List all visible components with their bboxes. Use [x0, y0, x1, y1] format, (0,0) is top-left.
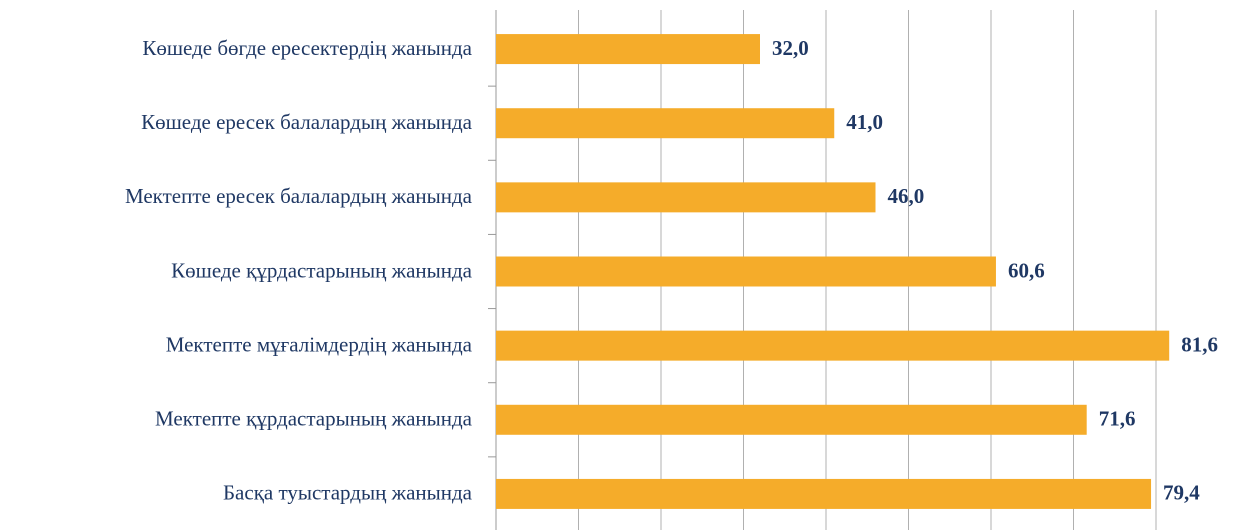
bar [496, 256, 996, 287]
bar [496, 330, 1170, 361]
category-label: Көшеде бөгде ересектердің жанында [142, 36, 472, 60]
category-label: Мектепте ересек балалардың жанында [125, 184, 473, 208]
category-label: Көшеде құрдастарының жанында [171, 258, 473, 282]
value-label: 41,0 [846, 110, 883, 134]
category-label: Мектепте мұғалімдердің жанында [166, 332, 473, 356]
value-label: 81,6 [1181, 332, 1218, 356]
bar [496, 34, 760, 65]
bar [496, 404, 1087, 435]
value-label: 71,6 [1099, 407, 1136, 431]
value-label: 32,0 [772, 36, 809, 60]
category-label: Мектепте құрдастарының жанында [155, 407, 473, 431]
bar [496, 478, 1152, 509]
bar [496, 108, 835, 139]
category-label: Көшеде ересек балалардың жанында [141, 110, 473, 134]
value-label: 60,6 [1008, 258, 1045, 282]
value-label: 46,0 [888, 184, 925, 208]
value-label: 79,4 [1163, 481, 1200, 505]
category-label: Басқа туыстардың жанында [223, 481, 473, 505]
bar [496, 182, 876, 213]
